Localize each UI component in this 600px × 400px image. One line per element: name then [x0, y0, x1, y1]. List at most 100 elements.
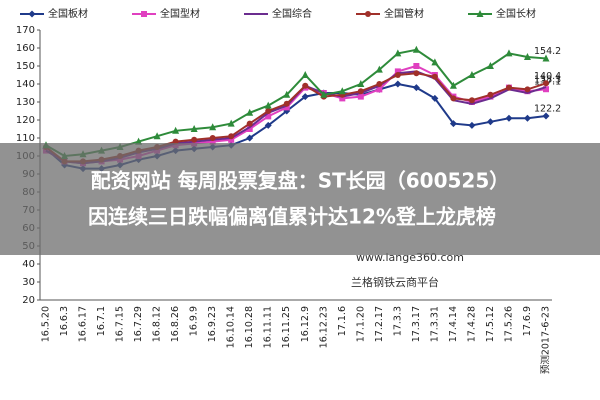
marker [228, 136, 235, 143]
marker [209, 123, 217, 131]
end-value-label: 140.4 [534, 71, 561, 82]
marker [523, 114, 531, 122]
marker [209, 138, 216, 145]
marker [431, 58, 439, 66]
x-tick-label: 17.5.12 [485, 306, 496, 342]
marker [141, 11, 147, 17]
legend-label: 全国板材 [48, 7, 88, 20]
marker [376, 81, 383, 87]
marker [449, 120, 457, 128]
banner [0, 143, 600, 255]
marker [376, 86, 383, 93]
x-tick-label: 16.9.9 [189, 306, 200, 336]
marker [505, 84, 512, 91]
marker [283, 100, 290, 107]
marker [413, 63, 420, 69]
marker [191, 136, 198, 143]
x-tick-label: 17.1.6 [337, 306, 348, 336]
x-tick-label: 16.12.23 [318, 306, 329, 348]
end-value-label: 122.2 [534, 104, 561, 115]
marker [487, 91, 494, 98]
marker [227, 119, 235, 127]
y-tick-label: 20 [22, 295, 35, 306]
marker [265, 108, 272, 114]
x-tick-label: 16.7.29 [133, 306, 144, 342]
marker [542, 112, 550, 120]
marker [412, 84, 420, 92]
y-tick-label: 140 [16, 79, 35, 90]
marker [449, 81, 457, 89]
x-tick-label: 16.10.14 [226, 306, 237, 348]
marker [264, 121, 272, 129]
y-tick-label: 170 [16, 25, 35, 36]
y-tick-label: 110 [16, 133, 35, 144]
marker [135, 137, 143, 145]
marker [523, 53, 531, 60]
marker [28, 10, 36, 18]
marker [375, 65, 383, 73]
x-tick-label: 16.11.25 [281, 306, 292, 348]
marker [505, 114, 513, 122]
y-tick-label: 130 [16, 97, 35, 108]
y-tick-label: 40 [22, 259, 35, 270]
marker [543, 86, 549, 93]
marker [431, 73, 438, 80]
x-tick-label: 17.4.28 [466, 306, 477, 342]
x-tick-label: 16.6.17 [78, 306, 89, 342]
marker [468, 97, 475, 104]
marker [283, 90, 291, 98]
marker [413, 70, 420, 77]
x-tick-label: 16.5.20 [41, 306, 52, 342]
marker [468, 121, 476, 129]
marker [228, 133, 235, 140]
watermark: 兰格钢铁云商平台 [351, 275, 439, 289]
marker [301, 93, 309, 101]
marker [246, 134, 254, 142]
marker [543, 80, 549, 87]
marker [431, 94, 439, 102]
marker [283, 104, 290, 111]
marker [302, 82, 309, 89]
marker [153, 132, 161, 140]
marker [486, 118, 494, 126]
y-tick-label: 150 [16, 61, 35, 72]
y-tick-label: 160 [16, 43, 35, 54]
x-tick-label: 17.6.9 [522, 306, 533, 336]
marker [301, 71, 309, 78]
x-tick-label: 16.12.9 [300, 306, 311, 342]
x-tick-label: 17.3.3 [392, 306, 403, 336]
marker [357, 93, 364, 100]
marker [476, 10, 484, 17]
marker [264, 101, 272, 109]
x-tick-label: 预测2017-6-23 [541, 306, 552, 374]
marker [468, 71, 476, 78]
x-tick-label: 16.7.15 [115, 306, 126, 342]
x-tick-label: 17.3.17 [411, 306, 422, 342]
x-tick-label: 17.3.31 [429, 306, 440, 342]
marker [246, 120, 253, 127]
marker [394, 68, 401, 75]
marker [505, 49, 513, 57]
x-tick-label: 16.6.3 [59, 306, 70, 336]
marker [357, 80, 365, 87]
marker [265, 113, 272, 120]
x-tick-label: 17.1.20 [355, 306, 366, 342]
headline: 配资网站 每周股票复盘：ST长园（600525） [91, 169, 510, 193]
x-tick-label: 16.11.11 [263, 306, 274, 348]
x-tick-label: 16.10.28 [244, 306, 255, 348]
y-tick-label: 120 [16, 115, 35, 126]
end-value-label: 154.2 [534, 46, 561, 57]
marker [190, 125, 198, 132]
legend-label: 全国长材 [496, 7, 536, 20]
x-tick-label: 17.2.17 [374, 306, 385, 342]
marker [246, 126, 253, 132]
marker [365, 11, 371, 17]
marker [209, 135, 216, 141]
marker [357, 88, 364, 95]
marker [486, 62, 494, 69]
end-value-label: 138.3 [534, 75, 561, 86]
marker [524, 86, 531, 93]
marker [320, 90, 328, 98]
